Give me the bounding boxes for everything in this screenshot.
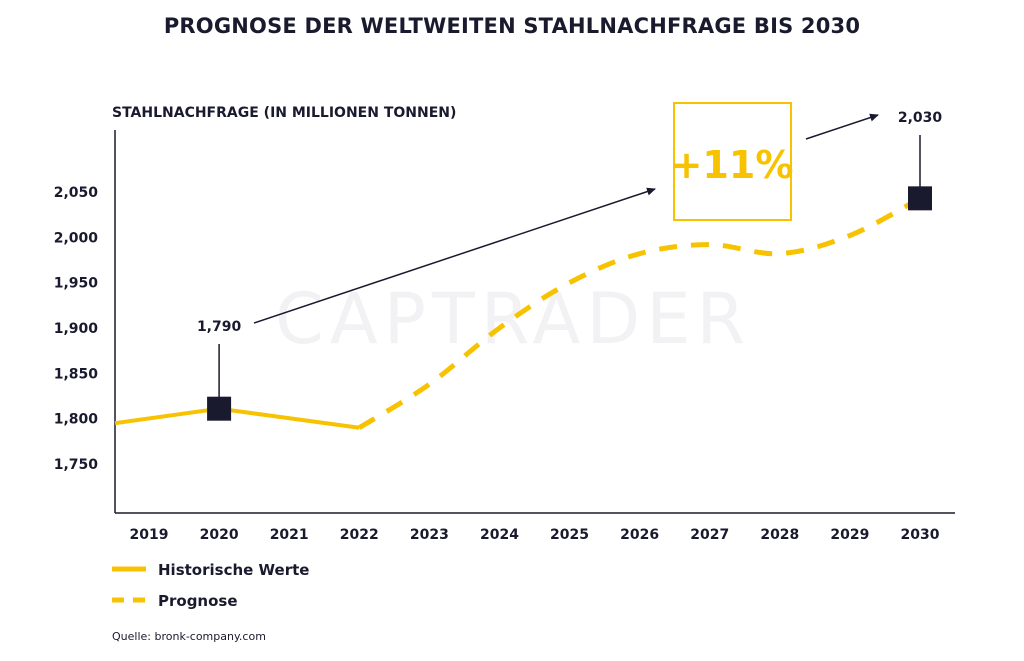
- legend: Historische Werte Prognose: [112, 561, 309, 610]
- axes: [114, 130, 955, 514]
- x-tick-label: 2022: [340, 527, 379, 543]
- y-tick-label: 1,750: [54, 457, 99, 473]
- source-note: Quelle: bronk-company.com: [112, 630, 266, 643]
- x-tick-label: 2029: [830, 527, 869, 543]
- y-tick-label: 2,050: [54, 185, 99, 201]
- y-tick-label: 1,900: [54, 321, 99, 337]
- x-tick-label: 2026: [620, 527, 659, 543]
- y-tick-label: 1,950: [54, 276, 99, 292]
- y-ticks: 1,750 1,800 1,850 1,900 1,950 2,000 2,050: [54, 185, 99, 473]
- growth-arrow-left: [253, 187, 656, 324]
- watermark: CAPTRADER: [275, 278, 752, 360]
- x-tick-label: 2025: [550, 527, 589, 543]
- x-tick-label: 2028: [760, 527, 799, 543]
- value-marker: [207, 396, 232, 421]
- chart-title: PROGNOSE DER WELTWEITEN STAHLNACHFRAGE B…: [163, 14, 861, 38]
- legend-label-historic: Historische Werte: [158, 561, 309, 579]
- y-tick-label: 1,800: [54, 412, 99, 428]
- y-tick-label: 2,000: [54, 230, 99, 246]
- x-tick-label: 2024: [480, 527, 519, 543]
- x-tick-label: 2019: [130, 527, 169, 543]
- x-tick-label: 2021: [270, 527, 309, 543]
- marker-label: 1,790: [197, 319, 242, 335]
- marker-label: 2,030: [898, 110, 943, 126]
- value-marker: [908, 186, 932, 211]
- series-lines: [114, 196, 922, 430]
- x-ticks: 2019 2020 2021 2022 2023 2024 2025 2026 2027 2028…: [130, 527, 940, 543]
- callouts: 1,790 2,030: [197, 110, 942, 421]
- y-tick-label: 1,850: [54, 366, 99, 382]
- series-line-forecast: [357, 196, 922, 430]
- x-tick-label: 2027: [690, 527, 729, 543]
- growth-arrow-right: [805, 113, 879, 140]
- legend-label-forecast: Prognose: [158, 592, 238, 610]
- growth-label: +11%: [671, 143, 794, 187]
- y-axis-label: STAHLNACHFRAGE (IN MILLIONEN TONNEN): [112, 105, 456, 121]
- growth-box: [673, 102, 792, 221]
- x-tick-label: 2020: [200, 527, 239, 543]
- series-line-historic: [114, 406, 360, 430]
- x-tick-label: 2030: [901, 527, 940, 543]
- x-tick-label: 2023: [410, 527, 449, 543]
